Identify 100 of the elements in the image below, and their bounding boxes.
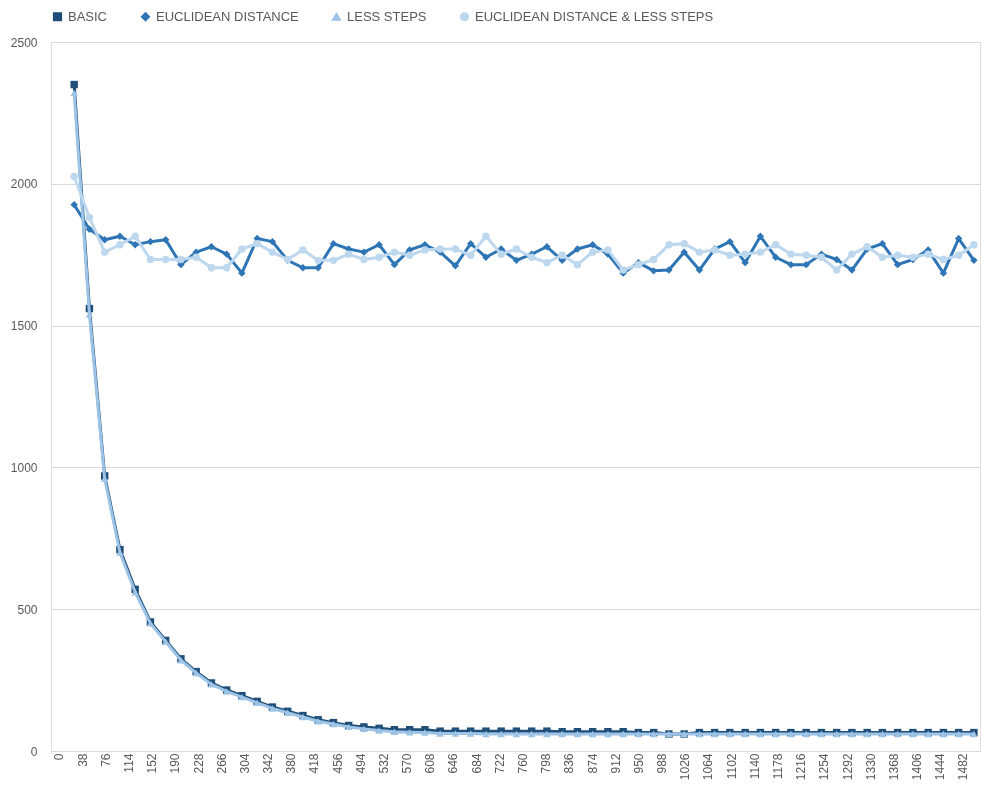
point: [680, 239, 688, 248]
x-tick-label: 1254: [817, 753, 832, 781]
point: [848, 250, 856, 258]
point: [939, 269, 948, 277]
y-tick-label: 1500: [10, 319, 38, 334]
point: [146, 237, 155, 246]
x-tick-label: 798: [539, 753, 554, 774]
y-tick-label: 2000: [10, 177, 38, 192]
point: [70, 172, 78, 181]
point: [573, 260, 582, 269]
point: [924, 250, 932, 258]
point: [314, 256, 322, 265]
point: [466, 239, 475, 248]
x-tick-label: 494: [353, 753, 368, 774]
point: [177, 255, 185, 264]
point: [497, 250, 505, 258]
x-tick-label: 1102: [724, 753, 739, 780]
x-tick-label: 722: [492, 753, 507, 774]
point: [680, 248, 688, 256]
point: [954, 234, 963, 243]
x-tick-label: 950: [631, 753, 646, 774]
point: [832, 266, 841, 274]
x-tick-label: 1140: [747, 753, 762, 780]
point: [390, 248, 399, 256]
point: [482, 232, 490, 240]
point: [451, 245, 460, 253]
point: [604, 246, 612, 254]
point: [222, 264, 231, 272]
y-tick-label: 500: [17, 602, 38, 617]
x-tick-label: 266: [214, 753, 229, 774]
point: [726, 251, 734, 259]
point: [512, 245, 521, 253]
point: [268, 237, 277, 246]
point: [939, 255, 948, 264]
x-tick-label: 1406: [910, 753, 925, 781]
point: [421, 246, 429, 254]
point: [665, 241, 673, 249]
point: [161, 235, 170, 244]
point: [116, 241, 124, 249]
point: [253, 239, 261, 248]
x-tick-label: 76: [98, 753, 113, 767]
point: [832, 255, 841, 264]
point: [100, 235, 109, 244]
x-tick-label: 684: [469, 753, 484, 774]
point: [787, 250, 795, 258]
point: [695, 266, 704, 274]
point: [771, 253, 780, 261]
point: [375, 241, 383, 249]
point: [131, 241, 139, 249]
point: [451, 262, 460, 270]
point: [405, 251, 414, 259]
point: [375, 253, 383, 261]
point: [787, 260, 795, 269]
point: [222, 250, 231, 258]
x-tick-label: 1216: [794, 753, 809, 781]
point: [573, 245, 582, 253]
x-tick-label: 760: [516, 753, 531, 774]
x-tick-label: 912: [608, 753, 623, 774]
x-tick-label: 1178: [770, 753, 785, 780]
point: [543, 258, 551, 267]
point: [756, 248, 765, 256]
x-tick-label: 646: [446, 753, 461, 774]
point: [482, 253, 490, 261]
point: [344, 250, 353, 258]
point: [695, 248, 704, 256]
x-tick-label: 1444: [933, 753, 948, 781]
point: [558, 251, 566, 259]
point: [878, 253, 887, 261]
point: [329, 256, 338, 265]
point: [802, 251, 810, 259]
x-tick-label: 570: [400, 753, 415, 774]
point: [329, 239, 338, 248]
x-tick-label: 190: [168, 753, 183, 774]
point: [970, 241, 978, 249]
x-tick-label: 38: [75, 753, 90, 767]
point: [649, 255, 658, 264]
point: [741, 250, 749, 258]
x-tick-label: 1330: [863, 753, 878, 781]
point: [954, 251, 963, 259]
x-tick-label: 1482: [956, 753, 971, 781]
x-tick-label: 380: [284, 753, 299, 774]
point: [192, 253, 200, 261]
x-tick-label: 418: [307, 753, 322, 774]
point: [207, 243, 216, 251]
legend-label: EUCLIDEAN DISTANCE: [156, 8, 300, 24]
point: [161, 255, 170, 264]
point: [360, 255, 368, 264]
x-tick-label: 1026: [678, 753, 693, 781]
x-tick-label: 152: [145, 753, 160, 774]
point: [390, 260, 399, 269]
x-tick-label: 456: [330, 753, 345, 774]
point: [893, 251, 902, 259]
x-tick-label: 228: [191, 753, 206, 774]
point: [802, 260, 810, 269]
y-tick-label: 1000: [10, 460, 38, 475]
point: [466, 251, 475, 259]
point: [878, 239, 887, 248]
point: [314, 264, 322, 272]
point: [70, 80, 78, 89]
point: [726, 237, 734, 246]
